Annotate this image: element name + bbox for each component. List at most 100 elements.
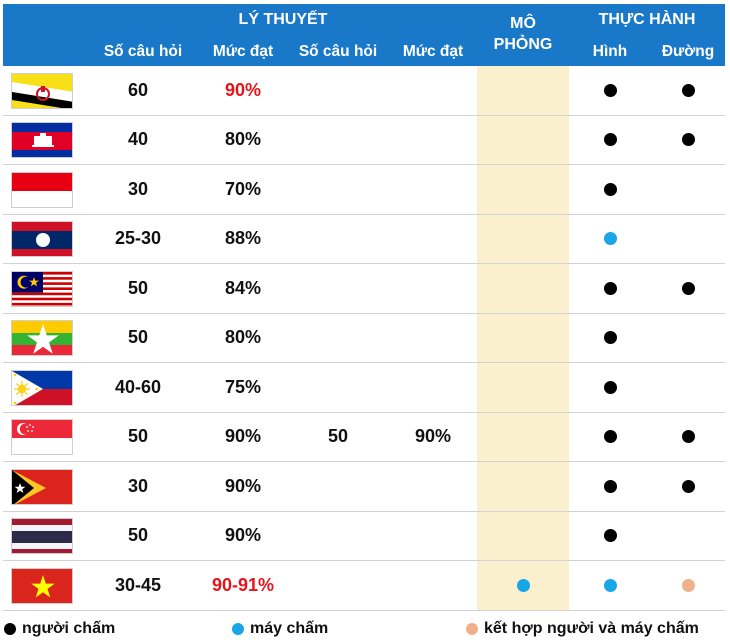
cell-road: [651, 314, 725, 363]
black-dot-icon: [603, 479, 617, 493]
cell-q1: 25-30: [114, 228, 162, 249]
cell-figure: [569, 66, 651, 115]
cell-sim: [477, 363, 569, 412]
cell-sim: [477, 561, 569, 610]
black-dot-icon: [603, 380, 617, 394]
philippines-flag-icon: [11, 369, 73, 406]
cell-p2: [388, 314, 478, 363]
cell-q1: 40: [127, 129, 149, 150]
black-dot-icon: [681, 430, 695, 444]
thailand-flag-icon: [11, 518, 73, 555]
peach-dot-icon: [466, 623, 478, 635]
cell-sim: [477, 462, 569, 511]
cell-figure: [569, 363, 651, 412]
black-dot-icon: [681, 133, 695, 147]
cell-q2: [283, 314, 393, 363]
table-row: 30-45 90-91%: [3, 561, 725, 611]
simulation-header-line2: PHỎNG: [493, 36, 553, 53]
col-questions-2: Số câu hỏi: [298, 43, 378, 60]
cell-figure: [569, 215, 651, 264]
theory-header: LÝ THUYẾT: [238, 11, 328, 28]
simulation-column-band: [477, 66, 569, 611]
cell-sim: [477, 264, 569, 313]
cell-road: [651, 116, 725, 165]
cell-p2: [388, 363, 478, 412]
table-row: 50 90% 50 90%: [3, 413, 725, 462]
black-dot-icon: [603, 529, 617, 543]
cell-q2: [283, 264, 393, 313]
cell-p2: [388, 561, 478, 610]
cell-q2: [283, 512, 393, 561]
singapore-flag-icon: [11, 419, 73, 456]
cell-p2: [388, 264, 478, 313]
cell-q2: [283, 561, 393, 610]
cell-p2: [388, 165, 478, 214]
cell-q1: 30-45: [114, 574, 162, 595]
cell-sim: [477, 314, 569, 363]
col-pass-1: Mức đạt: [212, 43, 274, 60]
black-dot-icon: [603, 133, 617, 147]
table-header: LÝ THUYẾT THỰC HÀNH Số câu hỏi Mức đạt S…: [3, 4, 725, 66]
cell-q2: [283, 116, 393, 165]
cell-figure: [569, 512, 651, 561]
table-row: 40 80%: [3, 116, 725, 165]
cell-figure: [569, 314, 651, 363]
col-figure: Hình: [592, 43, 628, 60]
cell-q1: 30: [127, 178, 149, 199]
cell-sim: [477, 116, 569, 165]
blue-dot-icon: [516, 578, 530, 592]
cell-road: [651, 512, 725, 561]
black-dot-icon: [681, 479, 695, 493]
cell-figure: [569, 116, 651, 165]
cell-figure: [569, 413, 651, 462]
black-dot-icon: [4, 623, 16, 635]
table-row: 50 84%: [3, 264, 725, 314]
cell-p1: 90%: [224, 426, 262, 447]
cell-road: [651, 413, 725, 462]
cell-p1: 75%: [224, 376, 262, 397]
myanmar-flag-icon: [11, 320, 73, 357]
cambodia-flag-icon: [11, 122, 73, 159]
simulation-header: MÔ PHỎNG: [477, 4, 569, 66]
cell-sim: [477, 512, 569, 561]
blue-dot-icon: [232, 623, 244, 635]
cell-p2: [388, 116, 478, 165]
comparison-table: LÝ THUYẾT THỰC HÀNH Số câu hỏi Mức đạt S…: [3, 4, 725, 611]
cell-q2: [283, 363, 393, 412]
cell-figure: [569, 462, 651, 511]
indonesia-flag-icon: [11, 171, 73, 208]
malaysia-flag-icon: [11, 270, 73, 307]
cell-p2: [388, 66, 478, 115]
black-dot-icon: [603, 430, 617, 444]
legend-machine: máy chấm: [232, 618, 328, 640]
cell-road: [651, 363, 725, 412]
table-row: 30 70%: [3, 165, 725, 215]
legend-combined: kết hợp người và máy chấm: [466, 618, 699, 640]
cell-figure: [569, 165, 651, 214]
cell-p1: 90%: [224, 475, 262, 496]
table-row: 60 90%: [3, 66, 725, 116]
table-row: 25-30 88%: [3, 215, 725, 264]
cell-road: [651, 462, 725, 511]
col-questions-1: Số câu hỏi: [103, 43, 183, 60]
cell-road: [651, 264, 725, 313]
table-row: 40-60 75%: [3, 363, 725, 413]
timor-leste-flag-icon: [11, 468, 73, 505]
cell-road: [651, 165, 725, 214]
cell-q1: 50: [127, 327, 149, 348]
practice-header: THỰC HÀNH: [598, 11, 696, 28]
cell-p2: 90%: [414, 426, 452, 447]
table-row: 50 90%: [3, 512, 725, 561]
cell-p1: 80%: [224, 129, 262, 150]
black-dot-icon: [603, 331, 617, 345]
cell-road: [651, 66, 725, 115]
cell-p1: 90%: [224, 525, 262, 546]
cell-q2: 50: [327, 426, 349, 447]
cell-q1: 50: [127, 525, 149, 546]
cell-sim: [477, 66, 569, 115]
black-dot-icon: [603, 281, 617, 295]
black-dot-icon: [681, 281, 695, 295]
black-dot-icon: [681, 83, 695, 97]
cell-q2: [283, 462, 393, 511]
col-pass-2: Mức đạt: [402, 43, 464, 60]
